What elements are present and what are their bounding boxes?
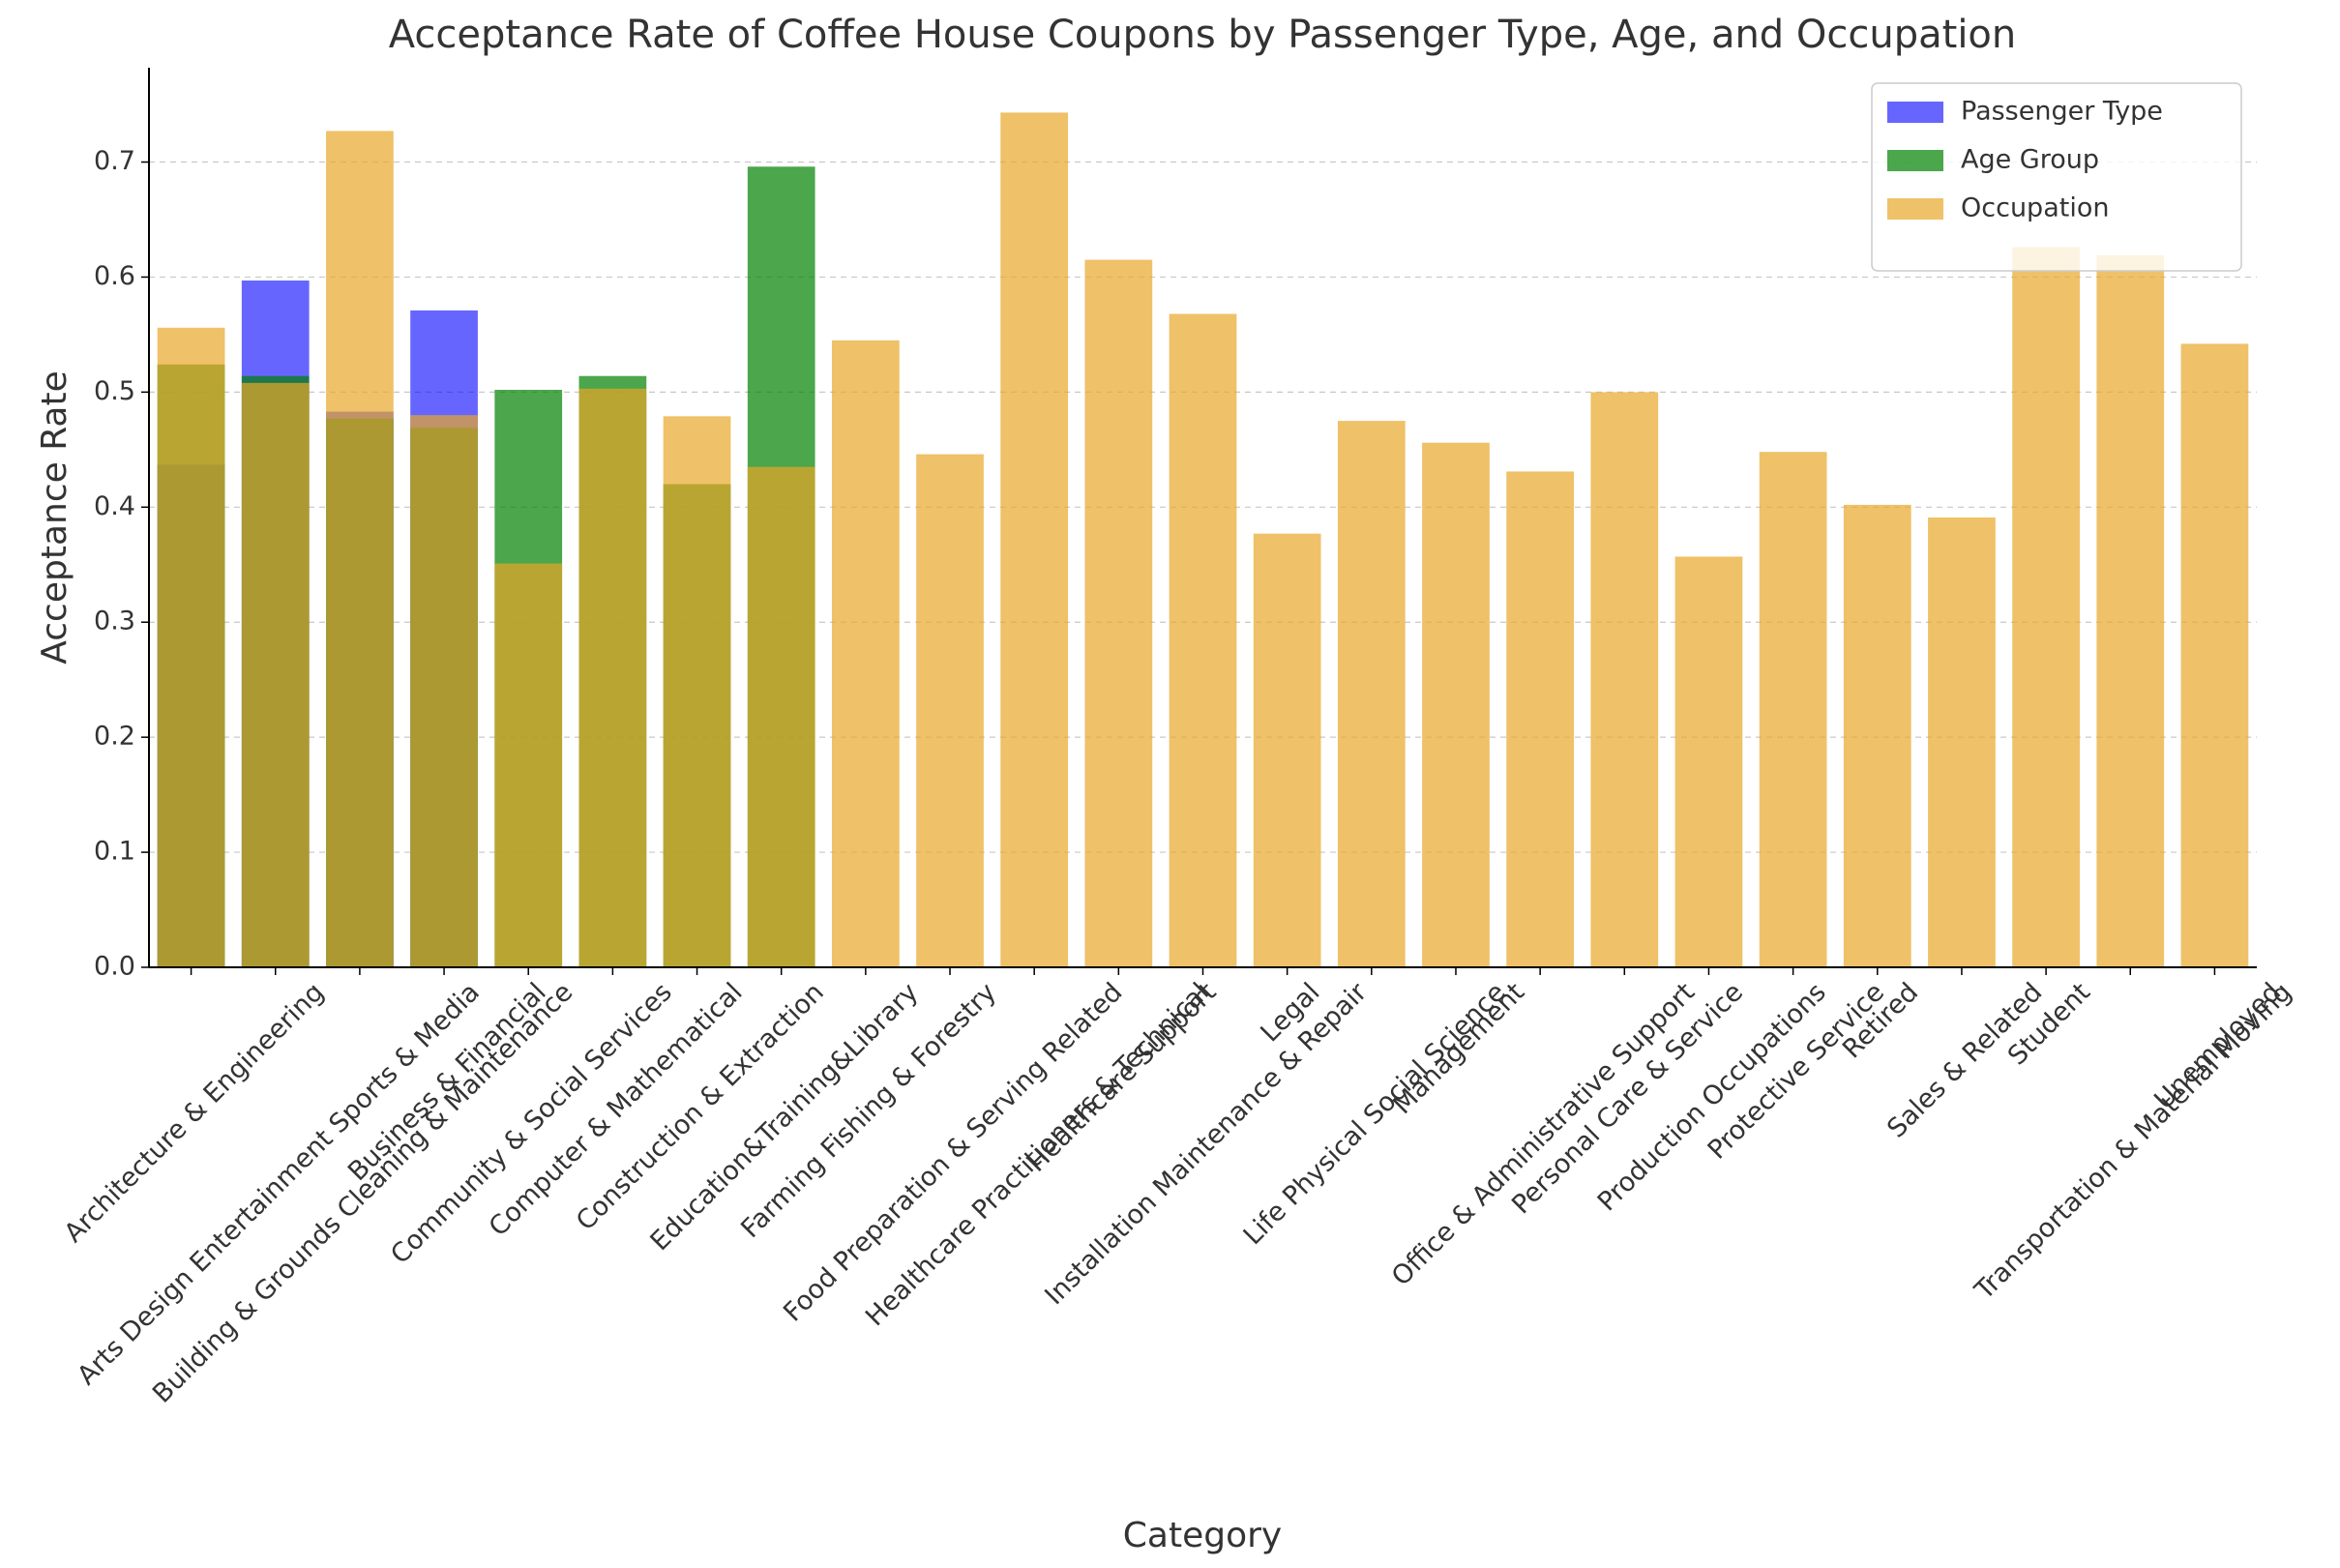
legend-label: Occupation bbox=[1961, 193, 2109, 223]
bar bbox=[2096, 254, 2165, 967]
y-tick-label: 0.5 bbox=[94, 376, 135, 406]
bar bbox=[241, 382, 310, 967]
x-tick-label: Unemployed bbox=[2148, 977, 2287, 1115]
legend-label: Age Group bbox=[1961, 145, 2099, 175]
bar bbox=[326, 131, 394, 968]
y-tick-label: 0.2 bbox=[94, 722, 135, 752]
chart-title: Acceptance Rate of Coffee House Coupons … bbox=[389, 13, 2017, 57]
bar bbox=[1674, 556, 1743, 967]
bar bbox=[1928, 518, 1996, 967]
y-tick-label: 0.3 bbox=[94, 606, 135, 636]
bar bbox=[1337, 421, 1406, 967]
y-tick-label: 0.0 bbox=[94, 952, 135, 982]
legend-frame bbox=[1871, 82, 2242, 272]
bar bbox=[747, 466, 815, 968]
bar bbox=[1590, 392, 1659, 967]
bar bbox=[494, 563, 563, 967]
bar bbox=[916, 454, 984, 967]
y-axis-label: Acceptance Rate bbox=[35, 370, 74, 665]
bar bbox=[831, 340, 900, 967]
bar bbox=[1506, 471, 1575, 967]
y-tick-label: 0.6 bbox=[94, 261, 135, 291]
x-axis-label: Category bbox=[1123, 1516, 1282, 1555]
bar bbox=[1084, 259, 1153, 967]
bar bbox=[1843, 504, 1911, 967]
legend-swatch bbox=[1887, 102, 1943, 123]
bar bbox=[2012, 247, 2080, 967]
bar bbox=[410, 415, 478, 967]
legend-label: Passenger Type bbox=[1961, 97, 2163, 127]
legend-swatch bbox=[1887, 198, 1943, 220]
bar bbox=[1759, 452, 1827, 967]
bar bbox=[1000, 112, 1069, 967]
bar bbox=[157, 327, 225, 968]
bar bbox=[2180, 343, 2249, 967]
y-tick-label: 0.1 bbox=[94, 837, 135, 867]
legend: Passenger Type Age Group Occupation bbox=[1871, 82, 2242, 272]
bar bbox=[578, 388, 647, 967]
y-tick-label: 0.4 bbox=[94, 491, 135, 521]
bar bbox=[1253, 533, 1321, 967]
bar bbox=[1169, 313, 1237, 967]
x-tick-label: Management bbox=[1387, 977, 1530, 1120]
bar bbox=[1422, 442, 1490, 967]
x-tick-label: Architecture & Engineering bbox=[59, 977, 330, 1248]
bar bbox=[663, 416, 731, 967]
legend-swatch bbox=[1887, 150, 1943, 171]
y-tick-label: 0.7 bbox=[94, 146, 135, 176]
